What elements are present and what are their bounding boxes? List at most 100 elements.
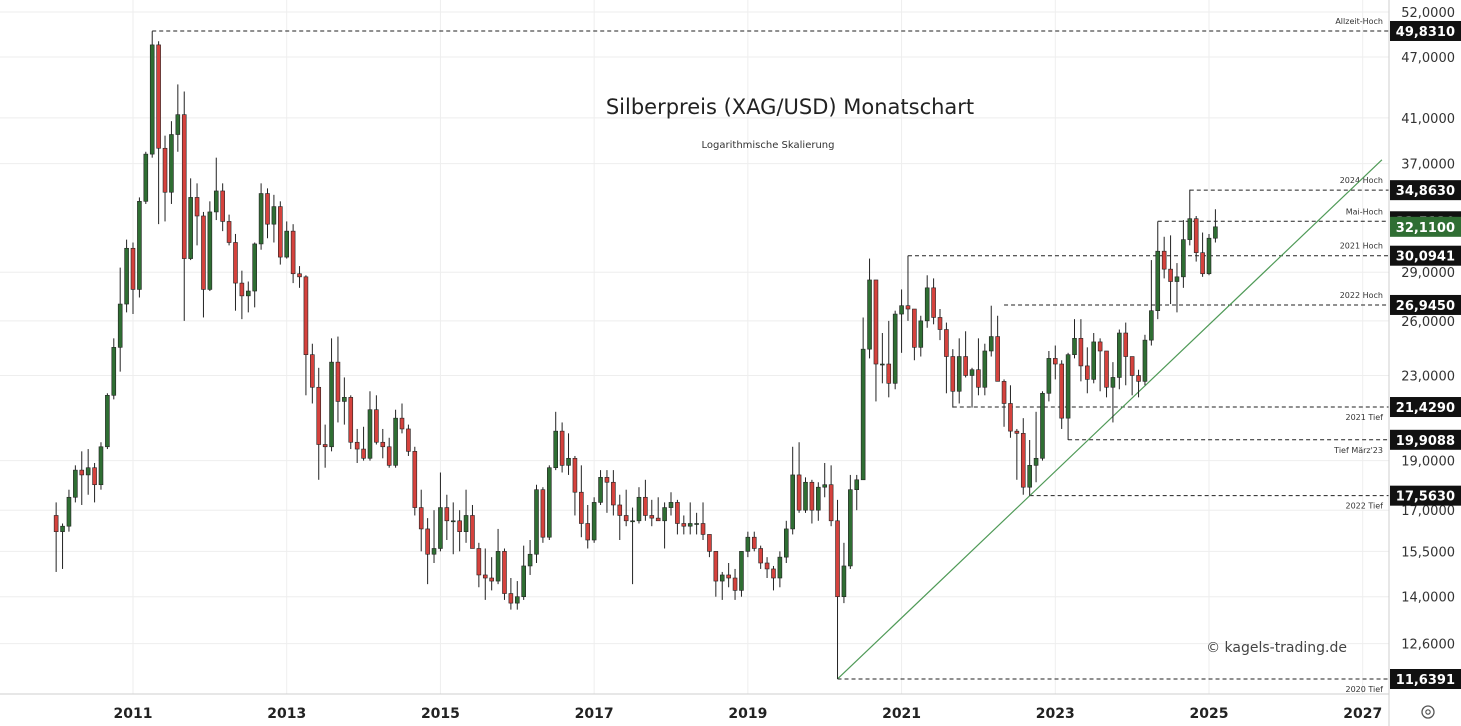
candle <box>169 121 174 204</box>
candle-body-down <box>886 363 892 384</box>
candle-body-down <box>386 446 392 466</box>
candle-body-down <box>1059 363 1064 419</box>
candle-body-down <box>732 577 738 591</box>
candle-body-up <box>252 243 257 292</box>
candle-body-down <box>835 520 840 598</box>
candle <box>175 84 181 152</box>
candle <box>976 338 981 396</box>
candle <box>335 336 341 423</box>
candle <box>995 315 1000 382</box>
watermark: © kagels-trading.de <box>1206 640 1347 656</box>
candle <box>278 201 283 265</box>
gear-icon[interactable] <box>1421 705 1435 719</box>
candle <box>220 183 225 232</box>
candle <box>406 424 411 456</box>
candle <box>534 484 539 564</box>
candle-body-down <box>290 230 296 275</box>
candle <box>1168 235 1173 305</box>
candle <box>931 278 936 325</box>
candle <box>707 534 712 558</box>
candle <box>354 428 360 463</box>
candle-body-down <box>579 491 584 524</box>
candle <box>892 310 898 390</box>
candle-body-down <box>1014 430 1020 434</box>
candle <box>630 507 635 585</box>
candle <box>700 502 706 540</box>
candle-body-down <box>457 520 462 532</box>
candle <box>1053 345 1058 380</box>
candle-body-up <box>598 477 603 503</box>
candle <box>623 489 629 527</box>
candle-body-down <box>828 484 834 522</box>
candle <box>342 377 347 425</box>
candle <box>617 494 623 540</box>
candle <box>816 482 821 521</box>
candle <box>399 403 405 434</box>
candle <box>655 497 661 522</box>
y-tick-label: 14,0000 <box>1401 591 1455 606</box>
candle <box>515 581 520 610</box>
candle <box>912 308 917 361</box>
candle <box>527 539 533 575</box>
candle-body-down <box>53 515 59 532</box>
level-price-label: 26,9450 <box>1396 299 1455 314</box>
candle <box>963 331 968 378</box>
candle <box>444 494 450 540</box>
candle <box>540 487 546 543</box>
candle <box>1142 334 1148 386</box>
y-tick-label: 37,0000 <box>1401 158 1455 173</box>
candle-body-up <box>438 507 443 549</box>
candle <box>213 157 219 221</box>
candle <box>1136 369 1141 398</box>
candle <box>796 442 802 513</box>
candle <box>284 221 289 259</box>
candle <box>457 510 462 552</box>
candle-body-down <box>1161 250 1167 270</box>
level-price-label: 17,5630 <box>1396 490 1455 505</box>
candle-body-up <box>1142 339 1148 382</box>
level-annotation: 2022 Hoch <box>1340 291 1383 300</box>
level-annotation: Tief März'23 <box>1333 446 1383 455</box>
candle-body-up <box>1091 341 1096 380</box>
x-tick-label: 2019 <box>728 706 767 722</box>
candle-body-down <box>1085 365 1090 380</box>
settings-button[interactable] <box>1421 705 1435 719</box>
candle-body-up <box>662 507 667 522</box>
candle-body-up <box>342 397 347 402</box>
candle <box>777 551 783 588</box>
candle <box>463 489 469 543</box>
candle-body-up <box>816 486 821 511</box>
candle <box>867 258 872 359</box>
candle-body-down <box>399 417 405 430</box>
candle-body-down <box>1097 341 1103 352</box>
candle-body-up <box>854 479 860 490</box>
candle-body-down <box>758 548 763 564</box>
current-price-label: 32,1100 <box>1396 221 1455 236</box>
candle-body-up <box>867 279 872 350</box>
candle <box>764 557 770 579</box>
x-tick-label: 2023 <box>1036 706 1075 722</box>
candle <box>495 528 501 585</box>
candle-body-up <box>668 502 674 508</box>
candle-body-up <box>521 565 526 598</box>
candle-body-down <box>1193 218 1199 253</box>
candle-body-up <box>841 565 847 598</box>
candle <box>188 178 193 261</box>
candle-body-down <box>681 523 687 527</box>
candle <box>374 395 379 445</box>
candle-body-down <box>585 523 591 541</box>
level-price-label: 11,6391 <box>1396 673 1455 688</box>
candle-body-up <box>790 474 795 530</box>
candle-body-down <box>92 467 97 486</box>
candle <box>425 518 430 585</box>
candle-body-up <box>591 502 597 541</box>
candle <box>713 551 719 597</box>
candle <box>130 242 136 315</box>
candle-body-down <box>348 397 354 443</box>
candle-body-down <box>700 523 706 535</box>
level-price-label: 49,8310 <box>1396 25 1455 40</box>
candle-body-up <box>739 551 744 591</box>
candle <box>668 492 674 516</box>
candle-body-down <box>181 114 187 259</box>
